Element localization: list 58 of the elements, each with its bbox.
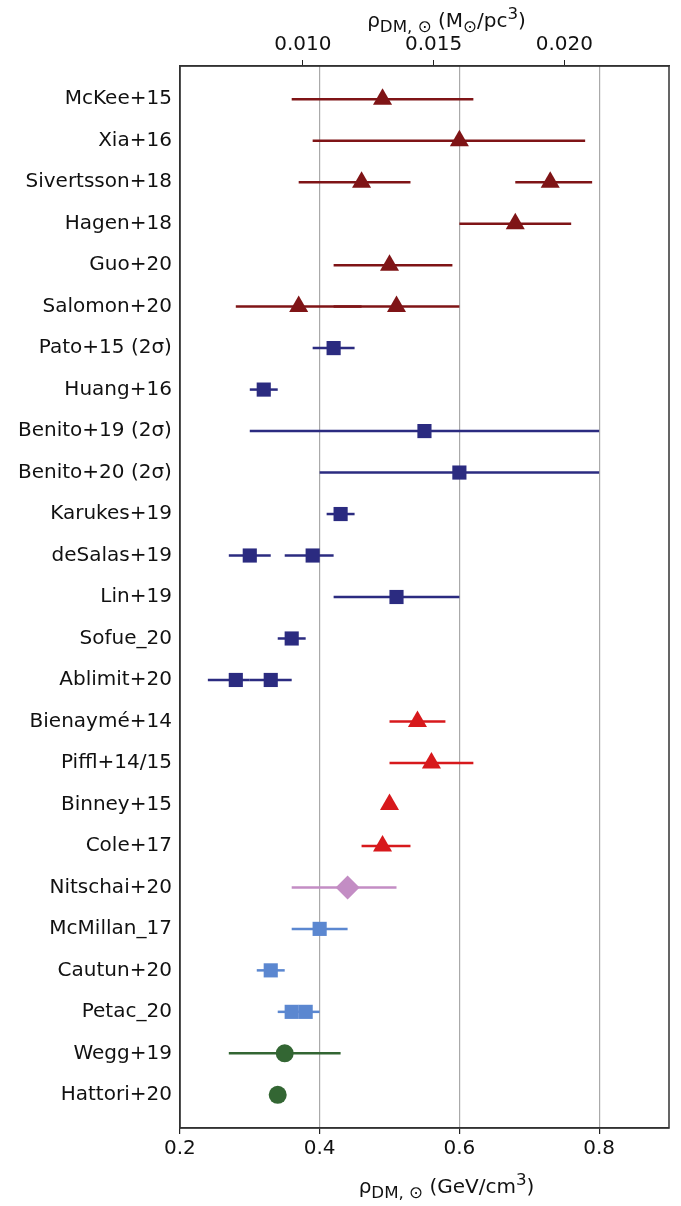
y-tick-label: Petac_20	[81, 998, 172, 1023]
y-tick-label: deSalas+19	[51, 541, 172, 566]
y-tick-label: Piffl+14/15	[60, 749, 172, 774]
point	[379, 254, 400, 271]
y-tick-label: McMillan_17	[49, 915, 172, 940]
y-tick-label: Ablimit+20	[59, 666, 172, 691]
y-tick-label: Xia+16	[98, 126, 172, 151]
point	[352, 171, 372, 188]
y-tick-label: Benito+20 (2σ)	[18, 458, 172, 483]
point	[289, 295, 309, 313]
y-tick-label: Benito+19 (2σ)	[18, 417, 172, 442]
y-tick-label: Lin+19	[100, 583, 172, 608]
point	[228, 672, 243, 688]
y-tick-label: Wegg+19	[73, 1039, 172, 1064]
x-tick-label: 0.8	[583, 1135, 616, 1160]
point	[312, 921, 327, 936]
y-tick-label: Cautun+20	[57, 956, 172, 981]
x-tick-label: 0.6	[443, 1135, 476, 1160]
y-tick-label: Hattori+20	[60, 1081, 172, 1106]
y-tick-label: McKee+15	[64, 85, 172, 110]
point	[417, 423, 432, 439]
y-tick-label: Guo+20	[89, 251, 172, 276]
y-tick-label: Karukes+19	[50, 500, 172, 525]
point	[540, 171, 560, 188]
point	[275, 1044, 294, 1063]
x-axis-title: ρ$_{DM, ⊙}$ (GeV/cm$^{3}$)	[357, 1170, 536, 1202]
y-tick-label: Bienaymé+14	[29, 707, 172, 732]
point	[268, 1085, 287, 1104]
y-tick-label: Huang+16	[64, 375, 172, 400]
point	[284, 631, 299, 646]
point	[284, 1004, 299, 1019]
point	[333, 506, 348, 522]
y-tick-label: Hagen+18	[64, 209, 172, 234]
point	[373, 88, 393, 105]
point	[326, 341, 341, 356]
y-tick-label: Nitschai+20	[49, 873, 172, 898]
point	[242, 548, 257, 563]
y-tick-label: Cole+17	[85, 832, 172, 857]
point	[389, 589, 404, 605]
x2-tick-label: 0.020	[535, 31, 594, 56]
y-tick-label: Salomon+20	[42, 292, 172, 317]
point	[386, 295, 407, 313]
x-tick-label: 0.4	[303, 1135, 336, 1160]
point	[298, 1004, 313, 1019]
x-tick-label: 0.2	[164, 1135, 196, 1160]
y-tick-label: Sofue_20	[79, 624, 172, 649]
x2-tick-label: 0.010	[274, 31, 332, 56]
point	[256, 382, 271, 397]
point	[335, 875, 360, 900]
point	[452, 465, 467, 480]
point	[263, 963, 278, 978]
y-tick-label: Pato+15 (2σ)	[38, 334, 172, 359]
point	[449, 129, 469, 147]
y-tick-label: Binney+15	[60, 790, 172, 815]
point	[305, 548, 320, 563]
y-tick-label: Sivertsson+18	[25, 168, 172, 193]
point	[263, 672, 278, 688]
point	[505, 212, 525, 230]
